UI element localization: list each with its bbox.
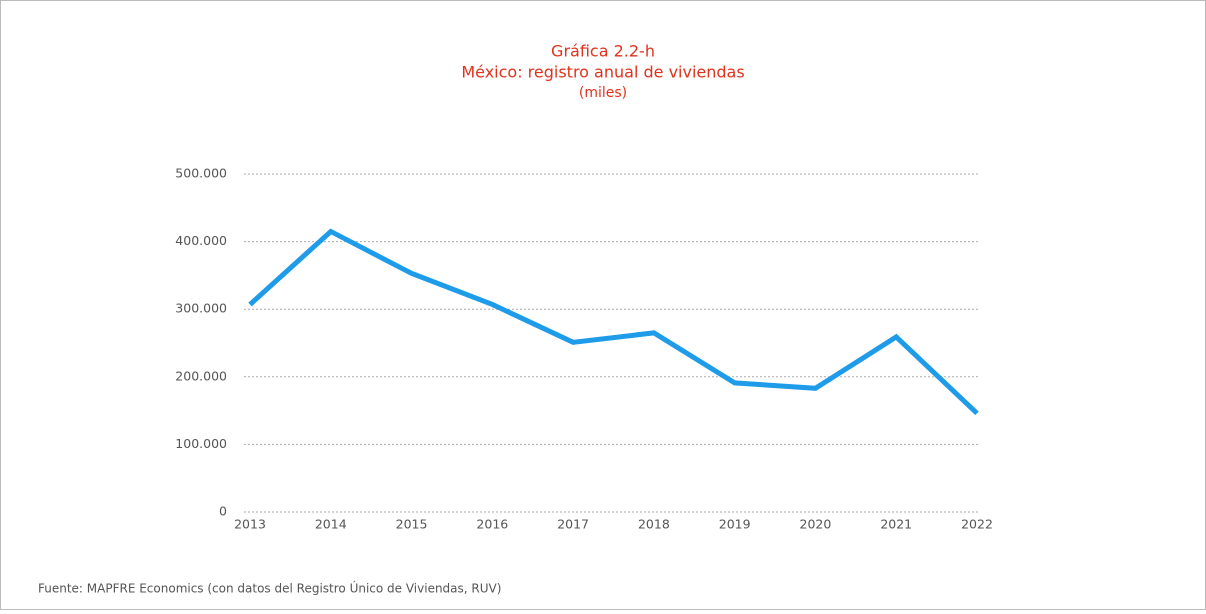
y-tick-label: 200.000 <box>175 368 227 383</box>
x-tick-label: 2018 <box>638 517 670 532</box>
y-tick-label: 0 <box>219 504 227 519</box>
line-series <box>248 228 979 416</box>
y-tick-label: 300.000 <box>175 301 227 316</box>
x-tick-label: 2019 <box>719 517 751 532</box>
y-tick-label: 500.000 <box>175 166 227 181</box>
x-tick-label: 2020 <box>800 517 832 532</box>
chart-subtitle: México: registro anual de viviendas <box>461 63 744 82</box>
x-tick-label: 2021 <box>880 517 912 532</box>
source-note: Fuente: MAPFRE Economics (con datos del … <box>38 581 501 596</box>
x-tick-label: 2014 <box>315 517 347 532</box>
y-tick-label: 400.000 <box>175 233 227 248</box>
x-tick-label: 2017 <box>557 517 589 532</box>
y-tick-label: 100.000 <box>175 436 227 451</box>
x-tick-label: 2022 <box>961 517 993 532</box>
chart-units: (miles) <box>579 85 627 101</box>
x-tick-label: 2013 <box>234 517 266 532</box>
chart-title: Gráfica 2.2-h <box>551 42 655 61</box>
x-tick-label: 2016 <box>476 517 508 532</box>
x-tick-label: 2015 <box>396 517 428 532</box>
